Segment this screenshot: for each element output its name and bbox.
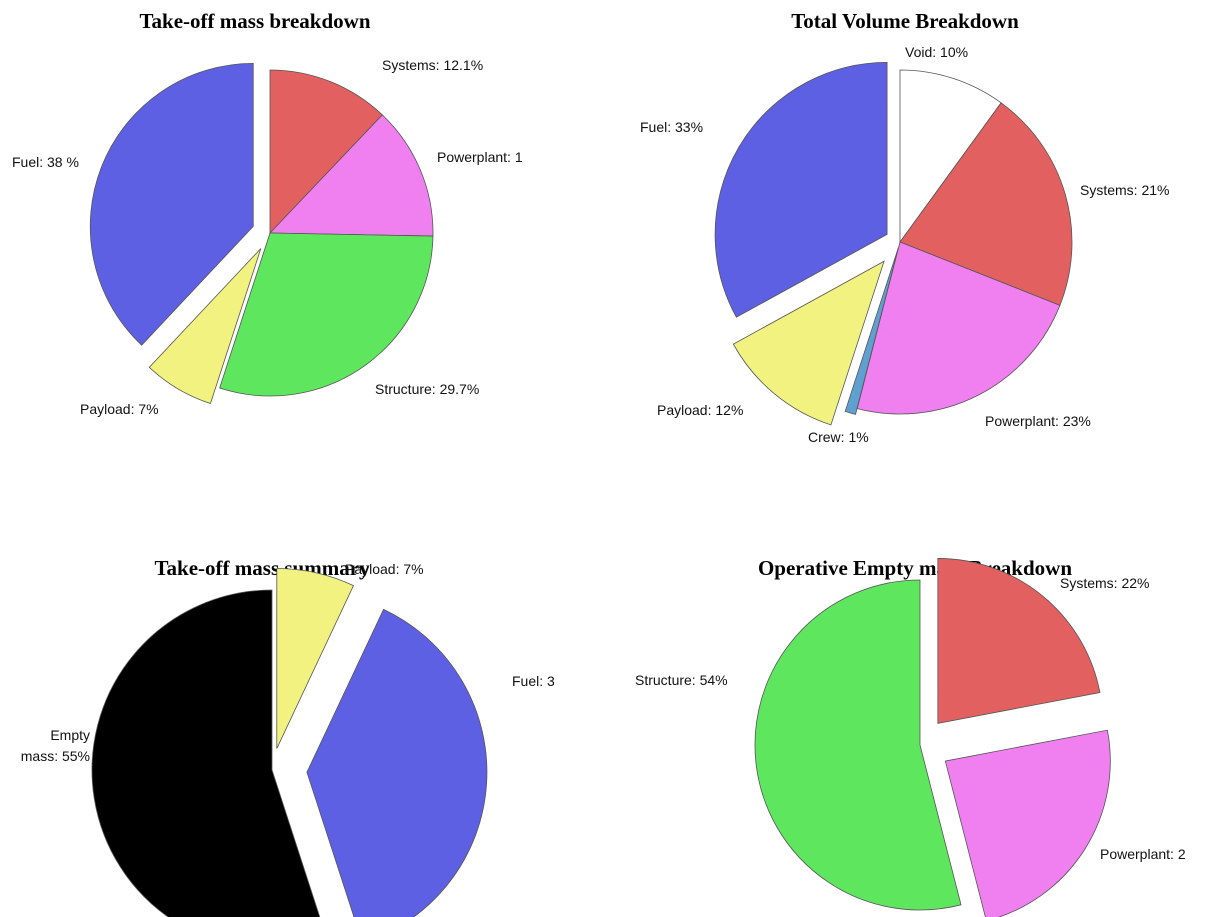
slice-label: Empty mass: 55% [21, 727, 90, 764]
pie-slice [148, 248, 262, 405]
slice-label: Fuel: 3 [512, 673, 555, 689]
slice-label: Fuel: 33% [640, 119, 703, 135]
pie-slice [714, 61, 888, 318]
slice-label: Systems: 12.1% [382, 57, 483, 73]
chart-title: Total Volume Breakdown [791, 9, 1019, 33]
slice-label: Structure: 54% [635, 672, 728, 688]
slice-label: Powerplant: 1 [437, 149, 523, 165]
slice-label: Structure: 29.7% [375, 381, 479, 397]
chart-title: Take-off mass summary [154, 556, 370, 580]
pie-slice [937, 558, 1101, 724]
chart-title: Take-off mass breakdown [139, 9, 370, 33]
pie-slice [91, 589, 321, 917]
slice-label: Powerplant: 23% [985, 413, 1091, 429]
slice-label: Crew: 1% [808, 429, 869, 445]
slice-label: Void: 10% [905, 44, 968, 60]
pie-slice [899, 69, 1002, 244]
pie-slice [844, 247, 899, 415]
pie-slice [89, 62, 254, 346]
chart-title: Operative Empty mass Breakdown [758, 556, 1072, 580]
pie-slice [899, 102, 1073, 306]
pie-slice [269, 114, 434, 237]
pie-slice [732, 260, 885, 426]
slice-label: Payload: 7% [80, 401, 159, 417]
slice-label: Payload: 12% [657, 402, 743, 418]
pie-slice [856, 241, 1061, 415]
pie-slice [269, 69, 383, 235]
pie-slice [276, 568, 354, 749]
pie-slice [219, 232, 434, 397]
pie-slice [306, 608, 488, 917]
pie-slice [944, 729, 1111, 917]
pie-slice [754, 579, 962, 911]
slice-label: Systems: 21% [1080, 182, 1169, 198]
slice-label: Systems: 22% [1060, 575, 1149, 591]
slice-label: Payload: 7% [345, 561, 424, 577]
slice-label: Fuel: 38 % [12, 154, 79, 170]
slice-label: Powerplant: 2 [1100, 846, 1186, 862]
